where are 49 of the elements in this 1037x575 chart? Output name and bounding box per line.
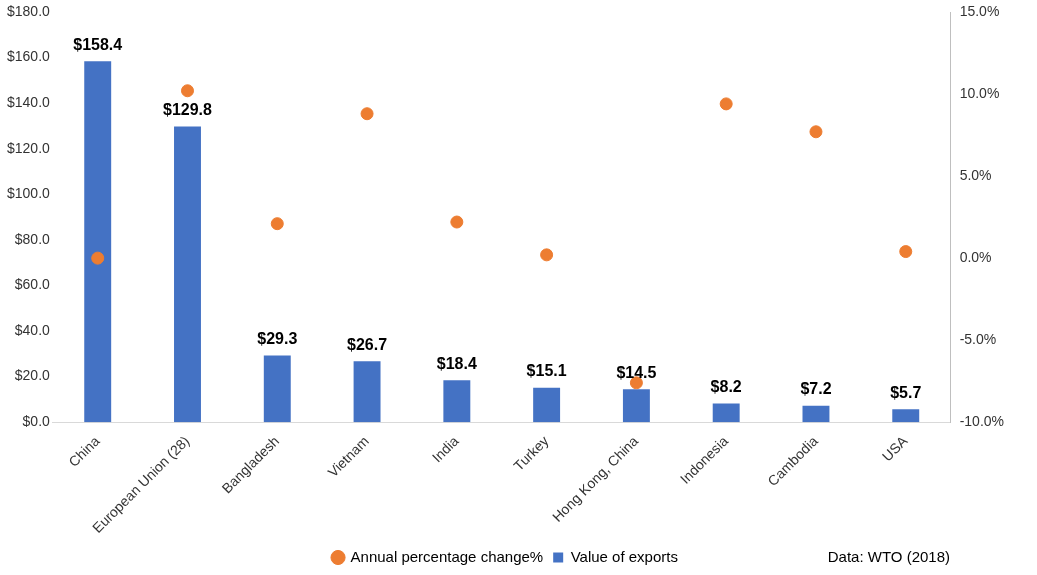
- point: [91, 251, 105, 265]
- bar: [802, 405, 830, 423]
- point: [540, 248, 554, 262]
- bar: [533, 387, 561, 423]
- bar: [353, 361, 381, 423]
- data-label: $8.2: [710, 377, 742, 395]
- data-label: $18.4: [436, 354, 477, 372]
- bar: [622, 389, 650, 423]
- point: [719, 97, 733, 111]
- y-tick-label: $160.0: [6, 48, 51, 65]
- y-tick-label: $0.0: [22, 413, 51, 430]
- bar: [84, 61, 112, 423]
- bar: [712, 403, 740, 423]
- y2-tick-label: 10.0%: [959, 84, 1000, 101]
- y-tick-label: $60.0: [14, 276, 51, 293]
- data-label: $158.4: [73, 35, 123, 53]
- y2-tick-label: -10.0%: [959, 413, 1004, 430]
- y2-tick-label: 15.0%: [959, 2, 1000, 19]
- y2-tick-label: 5.0%: [959, 166, 992, 183]
- data-label: $129.8: [163, 100, 213, 118]
- point: [809, 125, 823, 139]
- data-label: $14.5: [616, 363, 657, 381]
- point: [450, 215, 464, 229]
- x-tick-label: USA: [878, 432, 912, 465]
- text: Data: WTO (2018): [827, 548, 950, 566]
- y2-tick-label: 0.0%: [959, 248, 992, 265]
- point: [360, 107, 374, 121]
- y2-tick-label: -5.0%: [959, 331, 997, 348]
- y-tick-label: $180.0: [6, 2, 51, 19]
- point: [270, 217, 284, 231]
- data-label: $7.2: [800, 380, 832, 398]
- y-tick-label: $40.0: [14, 321, 51, 338]
- bar: [263, 355, 291, 423]
- y-tick-label: $100.0: [6, 185, 51, 202]
- y-tick-label: $80.0: [14, 230, 51, 247]
- y-tick-label: $140.0: [6, 94, 51, 111]
- legend-label: Value of exports: [570, 547, 678, 565]
- data-label: $29.3: [257, 329, 298, 347]
- data-label: $26.7: [347, 335, 388, 353]
- bar: [443, 380, 471, 423]
- data-label: $5.7: [890, 383, 922, 401]
- point: [899, 245, 913, 259]
- data-label: $15.1: [526, 362, 567, 380]
- y-tick-label: $120.0: [6, 139, 51, 156]
- bar: [174, 126, 201, 423]
- bar: [892, 409, 920, 423]
- point: [180, 84, 194, 98]
- legend-label: Annual percentage change%: [350, 547, 544, 565]
- y-tick-label: $20.0: [14, 367, 51, 384]
